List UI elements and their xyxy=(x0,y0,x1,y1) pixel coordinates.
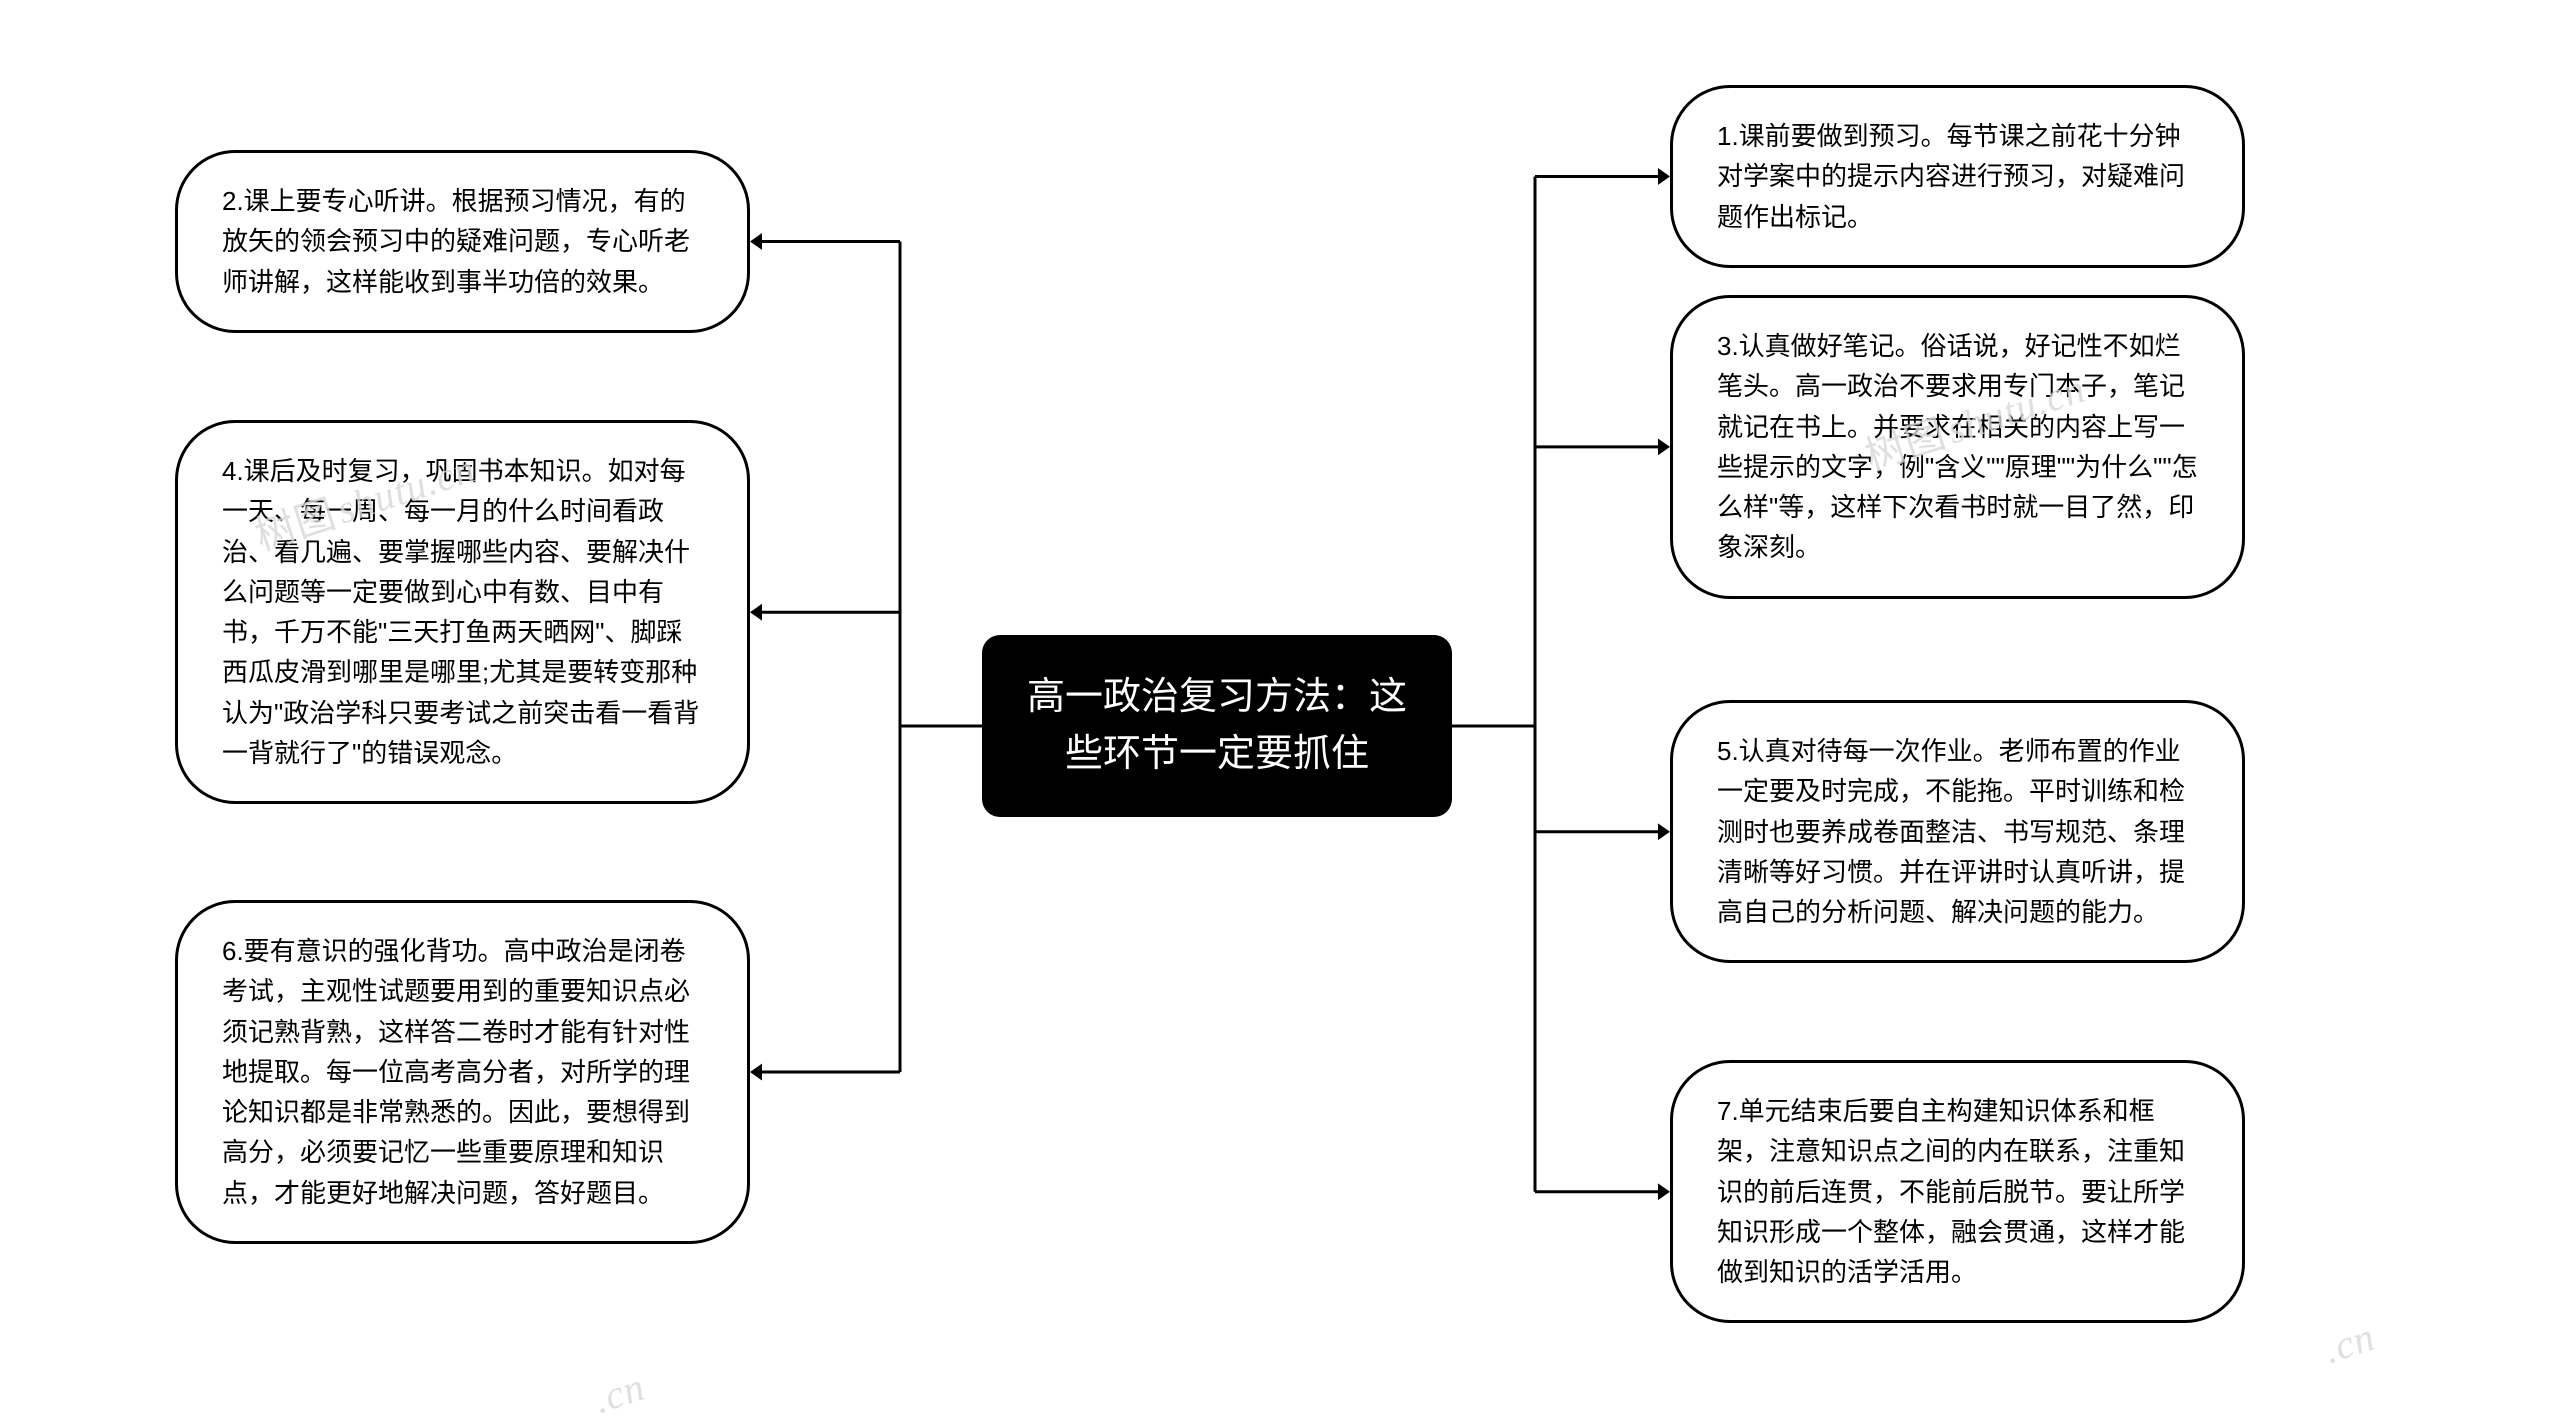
watermark-cn xyxy=(584,1381,598,1423)
left-node-6: 6.要有意识的强化背功。高中政治是闭卷考试，主观性试题要用到的重要知识点必须记熟… xyxy=(175,900,750,1244)
center-text: 高一政治复习方法：这些环节一定要抓住 xyxy=(1027,676,1407,775)
right-node-1: 1.课前要做到预习。每节课之前花十分钟对学案中的提示内容进行预习，对疑难问题作出… xyxy=(1670,85,2245,268)
right-node-1-text: 1.课前要做到预习。每节课之前花十分钟对学案中的提示内容进行预习，对疑难问题作出… xyxy=(1717,121,2185,232)
watermark-cn xyxy=(2314,1331,2328,1374)
left-node-2-text: 2.课上要专心听讲。根据预习情况，有的放矢的领会预习中的疑难问题，专心听老师讲解… xyxy=(222,186,690,297)
right-node-7-text: 7.单元结束后要自主构建知识体系和框架，注意知识点之间的内在联系，注重知识的前后… xyxy=(1717,1096,2185,1287)
watermark: .cn xyxy=(584,1363,651,1423)
right-node-5-text: 5.认真对待每一次作业。老师布置的作业一定要及时完成，不能拖。平时训练和检测时也… xyxy=(1717,736,2185,927)
right-node-5: 5.认真对待每一次作业。老师布置的作业一定要及时完成，不能拖。平时训练和检测时也… xyxy=(1670,700,2245,963)
right-node-3-text: 3.认真做好笔记。俗话说，好记性不如烂笔头。高一政治不要求用专门本子，笔记就记在… xyxy=(1717,331,2198,562)
watermark-en: .cn xyxy=(2318,1314,2380,1372)
left-node-6-text: 6.要有意识的强化背功。高中政治是闭卷考试，主观性试题要用到的重要知识点必须记熟… xyxy=(222,936,690,1208)
right-node-3: 3.认真做好笔记。俗话说，好记性不如烂笔头。高一政治不要求用专门本子，笔记就记在… xyxy=(1670,295,2245,599)
center-node: 高一政治复习方法：这些环节一定要抓住 xyxy=(982,635,1452,817)
left-node-4-text: 4.课后及时复习，巩固书本知识。如对每一天、每一周、每一月的什么时间看政治、看几… xyxy=(222,456,699,768)
watermark: .cn xyxy=(2314,1313,2381,1375)
watermark-en: .cn xyxy=(588,1364,650,1422)
right-node-7: 7.单元结束后要自主构建知识体系和框架，注意知识点之间的内在联系，注重知识的前后… xyxy=(1670,1060,2245,1323)
left-node-4: 4.课后及时复习，巩固书本知识。如对每一天、每一周、每一月的什么时间看政治、看几… xyxy=(175,420,750,804)
left-node-2: 2.课上要专心听讲。根据预习情况，有的放矢的领会预习中的疑难问题，专心听老师讲解… xyxy=(175,150,750,333)
